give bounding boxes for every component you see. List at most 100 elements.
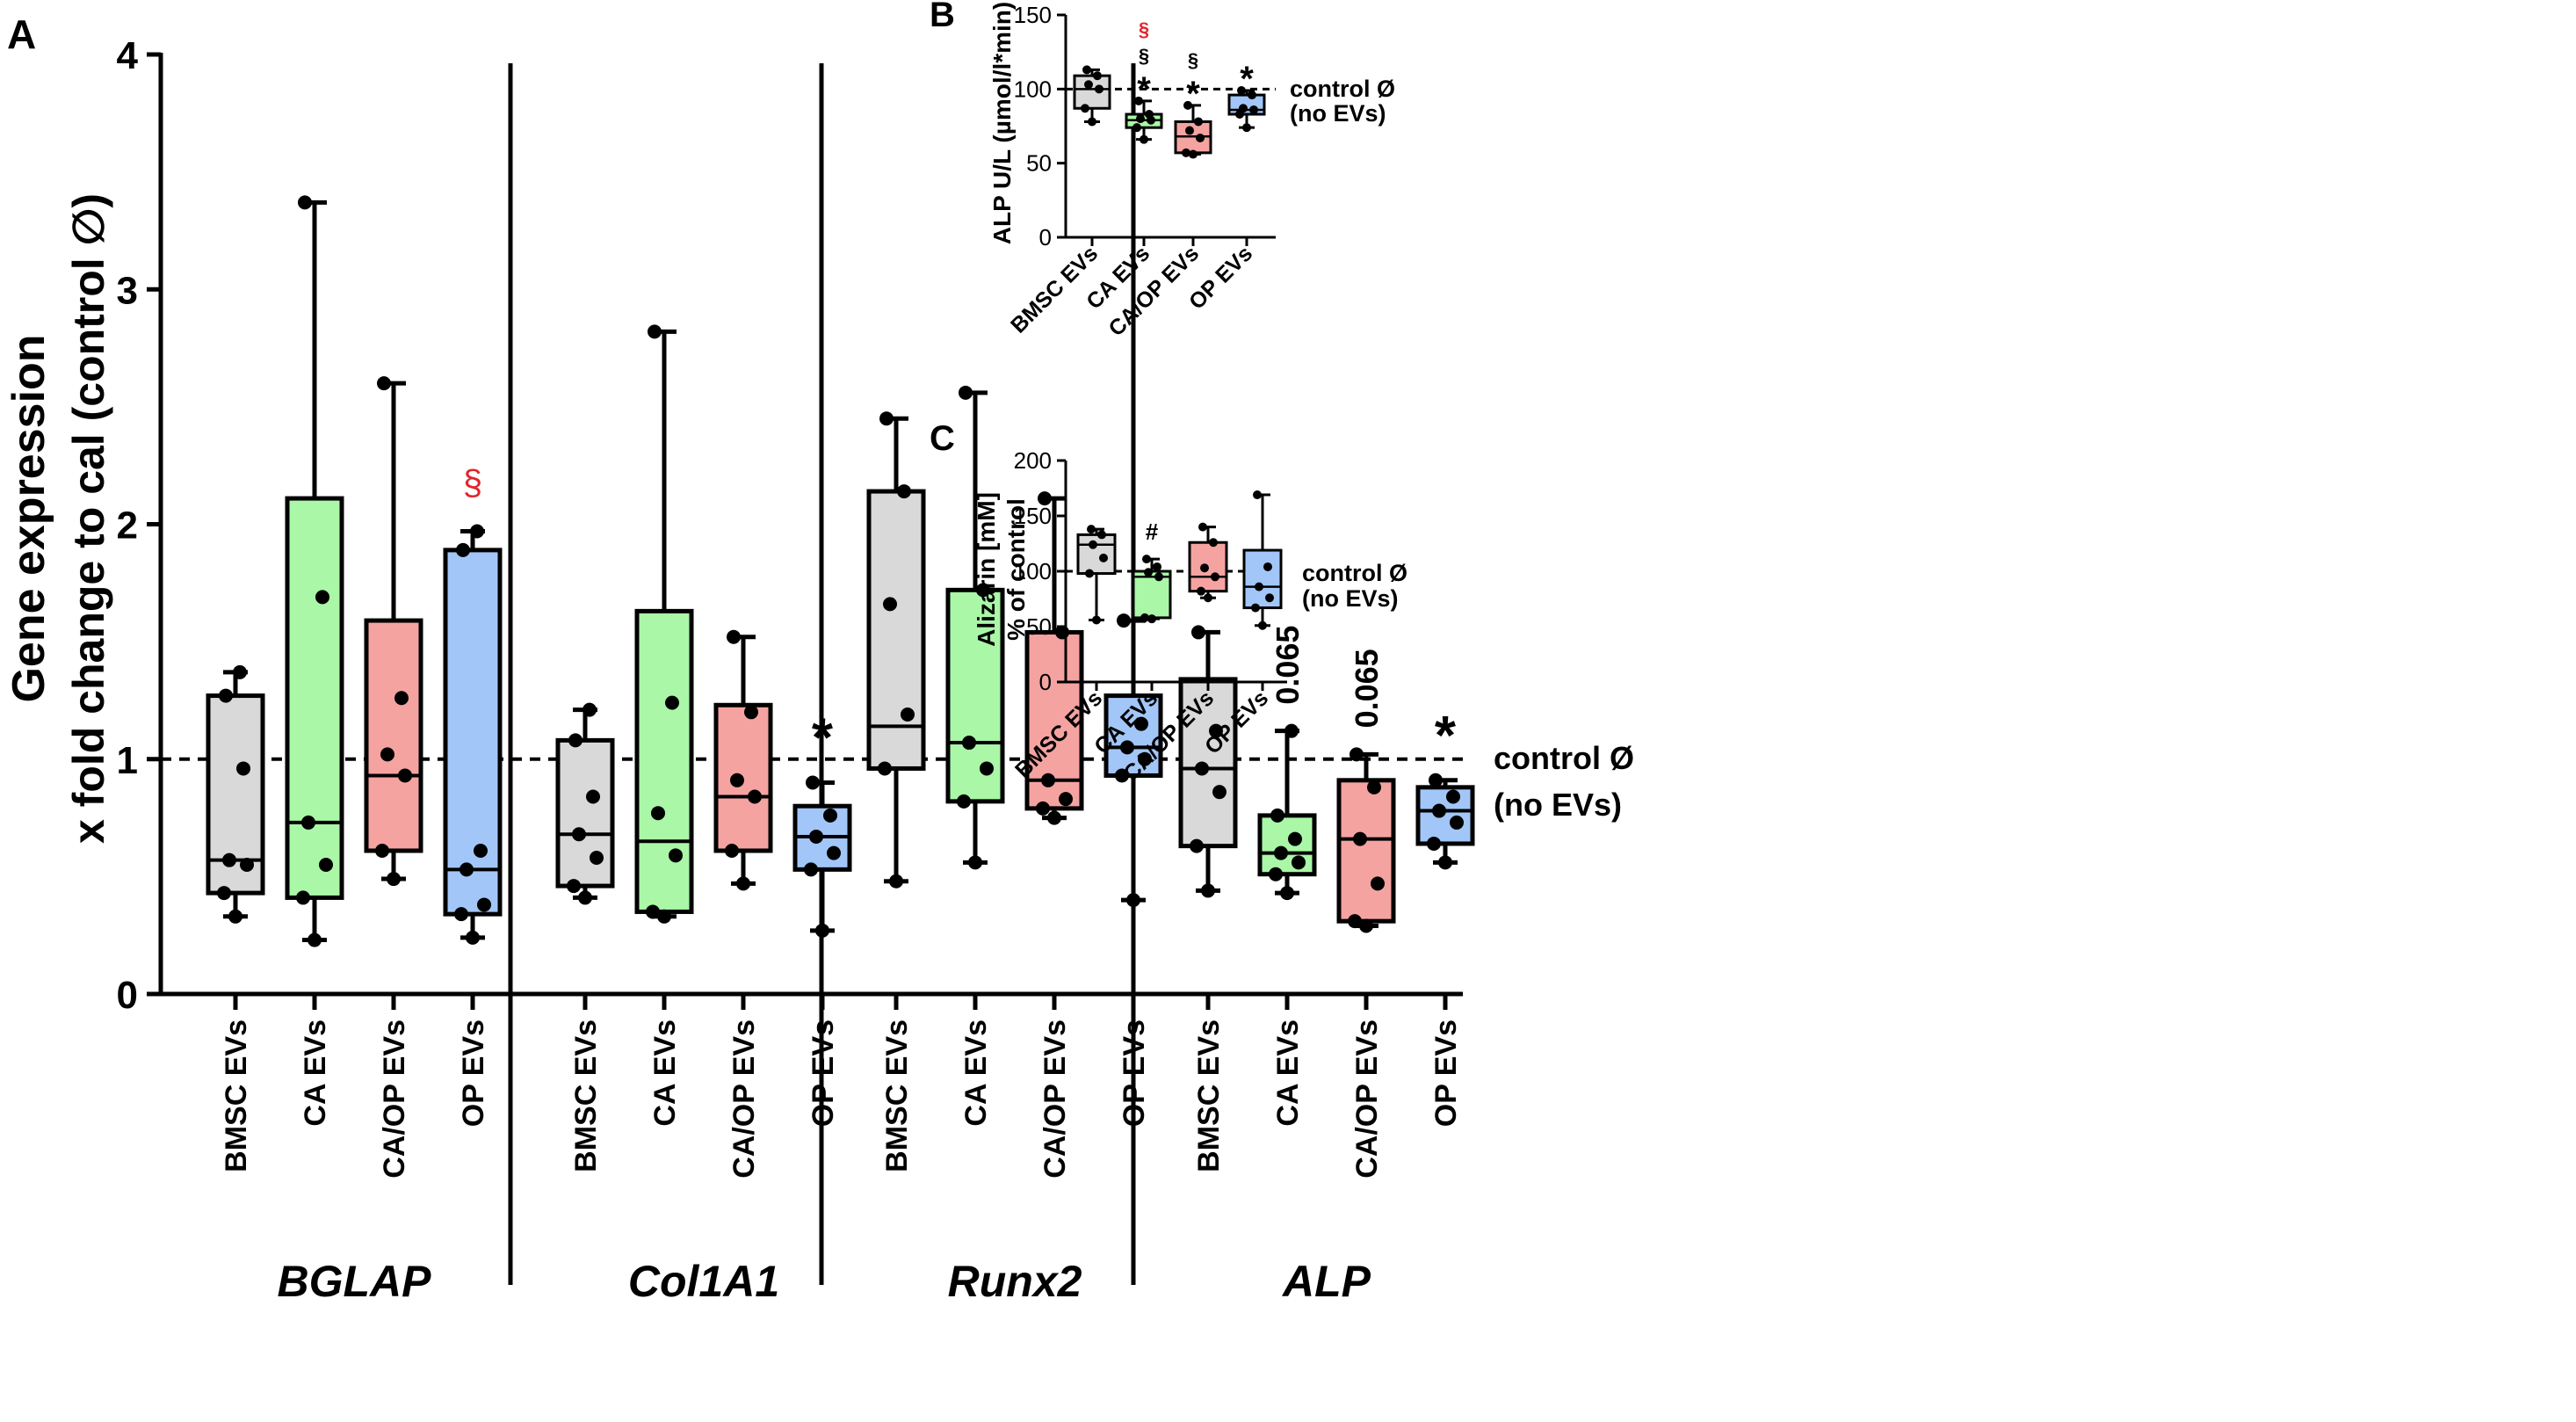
x-tick-label-a: CA/OP EVs bbox=[378, 1019, 411, 1179]
box-c-ca-op-evs-point bbox=[1204, 593, 1212, 603]
y-tick-label-b: 100 bbox=[1014, 76, 1052, 102]
box-col1a1-op-evs-point bbox=[823, 808, 837, 823]
box-alp-ca-evs-box bbox=[1257, 813, 1317, 877]
box-col1a1-ca-op-evs-point bbox=[744, 705, 758, 720]
box-c-bmsc-evs-point bbox=[1097, 530, 1106, 540]
y-tick-label-a: 2 bbox=[117, 504, 138, 548]
x-tick-label-a: BMSC EVs bbox=[569, 1019, 603, 1172]
box-alp-ca-op-evs-point bbox=[1348, 914, 1362, 929]
box-runx2-ca-evs-point bbox=[959, 385, 973, 400]
box-alp-ca-evs-point bbox=[1270, 808, 1284, 823]
box-alp-ca-op-evs-point bbox=[1367, 780, 1381, 794]
box-runx2-ca-op-evs-point bbox=[1038, 491, 1052, 506]
box-bglap-op-evs-point bbox=[477, 897, 491, 912]
box-runx2-op-evs-point bbox=[1117, 613, 1131, 628]
box-bglap-ca-evs-point bbox=[301, 815, 315, 830]
box-runx2-bmsc-evs-point bbox=[889, 874, 903, 889]
gene-label-col1a1: Col1A1 bbox=[628, 1257, 779, 1306]
significance-hash: # bbox=[1146, 519, 1159, 545]
box-col1a1-ca-evs-point bbox=[648, 324, 662, 339]
box-alp-op-evs-point bbox=[1438, 855, 1452, 870]
box-alp-op-evs-point bbox=[1427, 836, 1441, 851]
box-bglap-bmsc-evs-point bbox=[233, 664, 247, 679]
y-tick-label-c: 150 bbox=[1014, 503, 1052, 529]
box-c-op-evs-point bbox=[1258, 620, 1267, 630]
box-c-ca-op-evs-box bbox=[1188, 541, 1228, 593]
gene-label-bglap: BGLAP bbox=[278, 1257, 432, 1306]
p-value-label: 0.065 bbox=[1270, 626, 1306, 705]
y-tick-label-c: 100 bbox=[1014, 558, 1052, 584]
box-alp-ca-evs-point bbox=[1284, 723, 1299, 738]
box-c-bmsc-evs-point bbox=[1085, 569, 1094, 578]
x-tick-label-a: BMSC EVs bbox=[220, 1019, 253, 1172]
box-b-op-evs-point bbox=[1237, 86, 1246, 96]
box-c-op-evs-point bbox=[1255, 582, 1263, 591]
box-runx2-bmsc-evs-point bbox=[897, 484, 911, 499]
box-bglap-bmsc-evs-point bbox=[228, 909, 242, 924]
box-bglap-ca-evs-point bbox=[308, 932, 322, 947]
box-bglap-ca-op-evs-point bbox=[375, 843, 389, 858]
box-bglap-op-evs-point bbox=[466, 930, 480, 945]
box-alp-bmsc-evs-point bbox=[1201, 883, 1215, 898]
box-runx2-op-evs-point bbox=[1126, 893, 1140, 908]
x-tick-label-a: OP EVs bbox=[457, 1019, 490, 1127]
box-alp-op-evs-point bbox=[1450, 815, 1464, 830]
box-b-op-evs-point bbox=[1242, 123, 1251, 133]
box-bglap-bmsc-evs-point bbox=[217, 886, 231, 901]
box-c-op-evs-point bbox=[1253, 490, 1262, 500]
box-alp-bmsc-evs-point bbox=[1191, 625, 1205, 640]
box-runx2-op-evs-box bbox=[1103, 693, 1163, 778]
box-bglap-ca-evs-box bbox=[285, 496, 344, 900]
x-tick-label-a: CA EVs bbox=[299, 1019, 332, 1127]
control-label-a: control Ø bbox=[1494, 740, 1634, 776]
box-runx2-ca-evs-box bbox=[945, 587, 1005, 804]
box-c-op-evs-box bbox=[1242, 548, 1283, 610]
box-bglap-op-evs-point bbox=[474, 843, 488, 858]
box-alp-ca-evs-point bbox=[1288, 831, 1302, 846]
box-alp-op-evs-point bbox=[1429, 773, 1443, 787]
box-runx2-bmsc-evs-point bbox=[901, 707, 915, 722]
box-runx2-ca-evs-point bbox=[957, 794, 971, 809]
box-b-op-evs-point bbox=[1239, 104, 1248, 113]
box-alp-op-evs-point bbox=[1446, 789, 1460, 804]
box-alp-ca-evs-point bbox=[1269, 867, 1283, 881]
box-b-ca-evs-point bbox=[1140, 134, 1148, 144]
box-runx2-bmsc-evs-point bbox=[878, 761, 892, 776]
box-col1a1-ca-evs-point bbox=[651, 806, 665, 821]
box-c-bmsc-evs-box bbox=[1076, 533, 1117, 576]
significance-section-sign: § bbox=[1139, 18, 1149, 40]
box-alp-op-evs-box bbox=[1415, 785, 1475, 846]
y-tick-label-a: 0 bbox=[117, 974, 138, 1017]
y-tick-label-b: 150 bbox=[1014, 2, 1052, 28]
box-runx2-bmsc-evs-point bbox=[883, 597, 897, 612]
box-col1a1-bmsc-evs-point bbox=[586, 789, 600, 804]
box-col1a1-ca-evs-point bbox=[669, 848, 683, 863]
box-bglap-ca-op-evs-point bbox=[394, 691, 409, 706]
box-bglap-ca-evs-point bbox=[298, 195, 312, 210]
box-bglap-ca-op-evs-point bbox=[398, 768, 412, 783]
box-col1a1-ca-op-evs-point bbox=[748, 789, 762, 804]
control-sublabel-b: (no EVs) bbox=[1290, 100, 1386, 127]
box-b-bmsc-evs-point bbox=[1081, 104, 1089, 113]
box-runx2-bmsc-evs-box bbox=[866, 489, 926, 771]
box-b-ca-op-evs-point bbox=[1185, 126, 1194, 135]
control-sublabel-c: (no EVs) bbox=[1302, 585, 1399, 612]
y-axis-title-c: Alizarin [mM] bbox=[973, 492, 1000, 647]
box-col1a1-bmsc-evs-point bbox=[582, 702, 597, 717]
box-alp-bmsc-evs-point bbox=[1209, 723, 1223, 738]
significance-star: * bbox=[1435, 706, 1457, 766]
box-c-op-evs-point bbox=[1263, 562, 1272, 571]
box-col1a1-ca-evs-box bbox=[634, 608, 694, 914]
box-b-ca-evs-point bbox=[1132, 123, 1141, 133]
x-tick-label-a: CA EVs bbox=[959, 1019, 993, 1127]
box-bglap-bmsc-evs-point bbox=[236, 761, 250, 776]
box-alp-bmsc-evs-point bbox=[1195, 761, 1209, 776]
box-runx2-op-evs-point bbox=[1138, 751, 1152, 766]
box-c-ca-evs-point bbox=[1154, 572, 1163, 582]
box-bglap-bmsc-evs-point bbox=[222, 852, 236, 867]
box-b-ca-op-evs-point bbox=[1189, 149, 1198, 159]
box-bglap-ca-evs-point bbox=[315, 590, 329, 605]
box-b-bmsc-evs-point bbox=[1095, 84, 1103, 94]
y-tick-label-c: 50 bbox=[1026, 613, 1052, 640]
